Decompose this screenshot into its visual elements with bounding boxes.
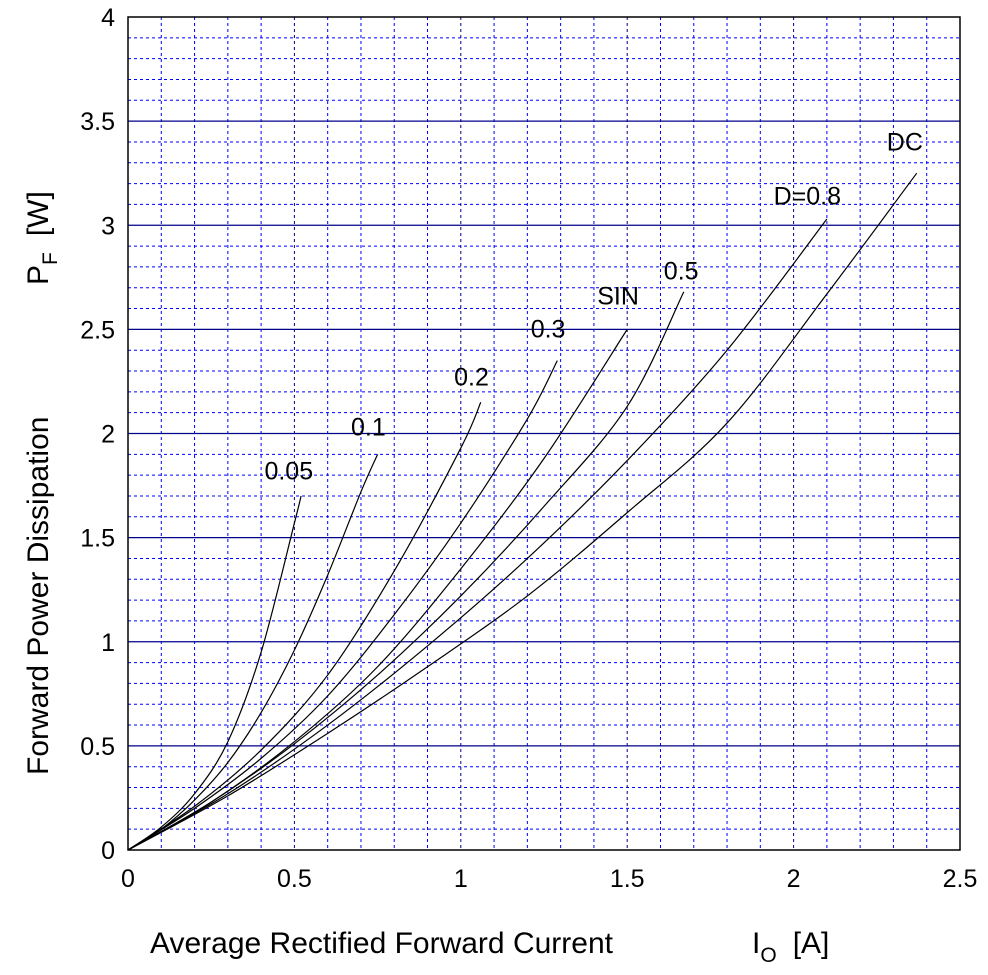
x-tick-label: 1 <box>454 865 468 893</box>
y-tick-label: 0.5 <box>80 733 115 761</box>
y-tick-label: 2.5 <box>80 316 115 344</box>
y-tick-label: 4 <box>101 4 115 32</box>
x-tick-label: 0.5 <box>277 865 312 893</box>
y-tick-labels: 0 0.5 1 1.5 2 2.5 3 3.5 4 <box>80 4 115 865</box>
y-tick-label: 3 <box>101 212 115 240</box>
curve-0-2 <box>127 402 482 851</box>
curve-label: DC <box>887 128 923 156</box>
curve-label: 0.05 <box>264 457 313 485</box>
curve-d-0-8 <box>127 218 828 851</box>
y-axis-symbol-subscript: F <box>39 252 62 265</box>
x-tick-labels: 0 0.5 1 1.5 2 2.5 <box>121 865 977 893</box>
y-tick-label: 1 <box>101 629 115 657</box>
x-tick-label: 0 <box>121 865 135 893</box>
y-axis-unit: [W] <box>22 191 55 236</box>
y-tick-label: 0 <box>101 837 115 865</box>
y-tick-label: 2 <box>101 421 115 449</box>
curve-label: D=0.8 <box>774 182 841 210</box>
curve-label: 0.5 <box>664 257 699 285</box>
y-tick-label: 1.5 <box>80 525 115 553</box>
x-axis-symbol: IO [A] <box>752 927 829 967</box>
y-axis-symbol-main: P <box>22 265 55 285</box>
plot-frame <box>127 16 961 851</box>
major-grid <box>128 17 960 850</box>
x-axis-symbol-subscript: O <box>760 944 776 967</box>
x-tick-label: 1.5 <box>610 865 645 893</box>
curve-dc <box>127 172 918 851</box>
curves <box>127 172 918 851</box>
x-tick-label: 2.5 <box>943 865 978 893</box>
x-axis-symbol-main: I <box>752 927 760 960</box>
curve-0-5 <box>127 291 685 851</box>
curve-0-1 <box>127 454 379 851</box>
curve-label: 0.2 <box>454 364 489 392</box>
curve-label: 0.1 <box>351 414 386 442</box>
curve-label: 0.3 <box>531 316 566 344</box>
curve-sin <box>127 329 628 851</box>
x-axis-title: Average Rectified Forward Current <box>150 927 614 960</box>
y-axis-title: Forward Power Dissipation <box>22 417 55 775</box>
y-tick-label: 3.5 <box>80 108 115 136</box>
curve-label: SIN <box>597 282 639 310</box>
x-tick-label: 2 <box>787 865 801 893</box>
curve-0-05 <box>127 495 302 851</box>
y-axis-symbol: PF [W] <box>22 191 62 285</box>
curve-labels: 0.05 0.1 0.2 0.3 SIN 0.5 D=0.8 DC <box>264 128 922 485</box>
x-axis-unit: [A] <box>793 927 830 960</box>
x-axis-label: Average Rectified Forward Current <box>150 927 614 960</box>
curve-0-3 <box>127 360 558 851</box>
